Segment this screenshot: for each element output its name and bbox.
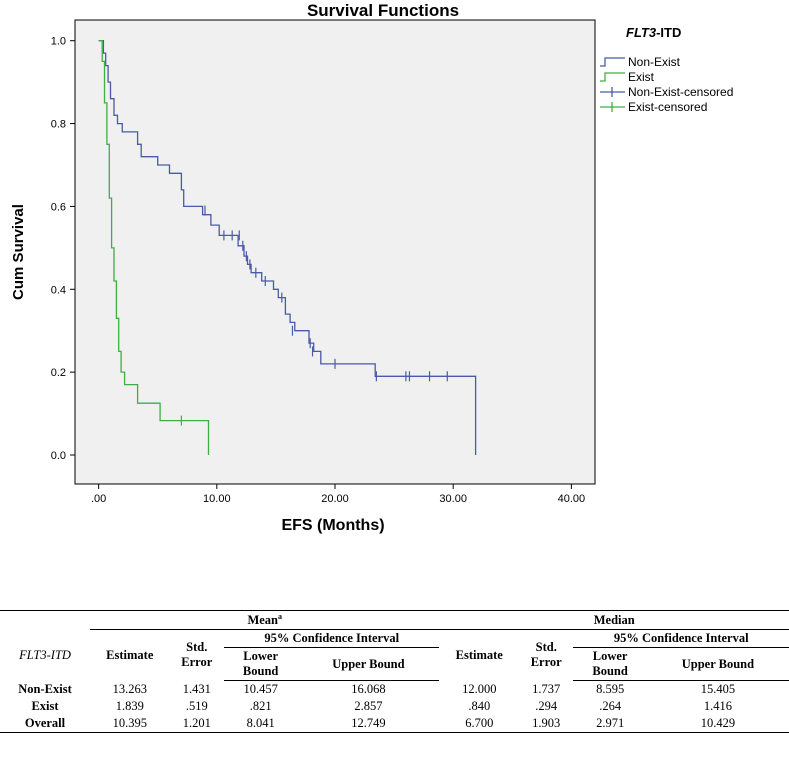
survival-chart: Survival Functions .00 10.00 20.00 30.00 40.… <box>10 1 733 534</box>
legend-label-non-exist-censored: Non-Exist-censored <box>628 85 733 99</box>
y-axis-label: Cum Survival <box>10 204 27 300</box>
table-cell: 1.903 <box>519 715 574 734</box>
table-cell: 1.737 <box>532 681 561 696</box>
legend: Non-ExistExistNon-Exist-censoredExist-ce… <box>600 55 733 114</box>
table-row: Non-Exist 13.263 1.431 10.457 16.068 12.000 1.… <box>0 681 789 699</box>
row-label: Exist <box>31 699 59 714</box>
table-cell: .519 <box>185 699 208 714</box>
plot-area <box>74 19 596 485</box>
median-estimate-header: Estimate <box>455 647 503 662</box>
corner-cell <box>0 609 90 630</box>
table-cell: 2.857 <box>354 699 383 714</box>
y-tick-label: 0.0 <box>51 450 66 462</box>
table-cell: 1.839 <box>115 699 144 714</box>
legend-title-rest: -ITD <box>656 25 681 40</box>
table-cell: 1.431 <box>182 681 211 696</box>
x-tick-label: .00 <box>91 493 106 505</box>
legend-label-exist-censored: Exist-censored <box>628 100 707 114</box>
group-label: FLT3-ITD <box>19 647 71 662</box>
table-cell: 2.971 <box>573 715 647 734</box>
series-line-non-exist <box>98 40 477 455</box>
mean-estimate-header: Estimate <box>106 647 154 662</box>
median-ci-header: 95% Confidence Interval <box>573 629 789 649</box>
x-axis-label: EFS (Months) <box>281 517 384 534</box>
median-lower-header: Lower Bound <box>573 647 647 682</box>
table-row: Overall 10.395 1.201 8.041 12.749 6.700 1.903 2… <box>0 715 789 734</box>
y-tick-label: 1.0 <box>51 36 66 48</box>
table-cell: .840 <box>468 699 491 714</box>
table-cell: 8.041 <box>223 715 298 734</box>
x-axis: .00 10.00 20.00 30.00 40.00 <box>91 484 585 505</box>
legend-title: FLT3-ITD <box>626 25 681 40</box>
table-cell: 15.405 <box>700 682 736 697</box>
table-cell: 1.201 <box>169 715 224 734</box>
chart-title: Survival Functions <box>307 1 459 20</box>
y-tick-label: 0.6 <box>51 201 66 213</box>
table-cell: .294 <box>535 699 558 714</box>
table-cell: 12.749 <box>297 715 440 734</box>
median-header: Median <box>439 609 789 631</box>
table-cell: 12.000 <box>462 681 497 696</box>
mean-ci-header: 95% Confidence Interval <box>223 629 440 649</box>
y-tick-label: 0.4 <box>51 284 66 296</box>
table-cell: 10.395 <box>90 715 170 734</box>
survival-statistics-table: Meana Median FLT3-ITD Estimate Std. Error… <box>0 609 789 734</box>
y-tick-label: 0.8 <box>51 119 66 131</box>
row-label: Overall <box>0 715 90 734</box>
table-cell: 16.068 <box>351 682 386 697</box>
table-row: Exist 1.839 .519 .821 2.857 .840 .294 .264 1.416 <box>0 698 789 715</box>
row-label: Non-Exist <box>18 681 72 696</box>
median-std-error-header: Std. Error <box>530 640 562 670</box>
mean-std-error-header: Std. Error <box>181 640 213 670</box>
legend-label-non-exist: Non-Exist <box>628 55 681 69</box>
x-tick-label: 30.00 <box>439 493 467 505</box>
table-cell: .264 <box>599 699 622 714</box>
table-cell: 10.457 <box>243 682 278 697</box>
median-upper-header: Upper Bound <box>646 647 789 682</box>
table-cell: 10.429 <box>646 715 789 734</box>
legend-label-exist: Exist <box>628 70 655 84</box>
y-axis: 0.0 0.2 0.4 0.6 0.8 1.0 <box>51 36 75 462</box>
mean-lower-header: Lower Bound <box>223 647 298 682</box>
legend-swatch-non-exist <box>600 57 625 67</box>
table-cell: .821 <box>249 699 272 714</box>
series-line-exist <box>98 40 210 455</box>
table-cell: 6.700 <box>439 715 520 734</box>
x-tick-label: 20.00 <box>321 493 349 505</box>
table-cell: 8.595 <box>596 682 625 697</box>
mean-header: Meana <box>90 609 440 631</box>
x-tick-label: 10.00 <box>203 493 231 505</box>
table-body: Non-Exist 13.263 1.431 10.457 16.068 12.000 1.… <box>0 681 789 734</box>
y-tick-label: 0.2 <box>51 367 66 379</box>
table-cell: 1.416 <box>703 699 732 714</box>
legend-swatch-exist <box>600 72 625 82</box>
mean-upper-header: Upper Bound <box>297 647 440 682</box>
table-cell: 13.263 <box>112 681 147 696</box>
series-layer <box>98 40 477 455</box>
x-tick-label: 40.00 <box>558 493 586 505</box>
legend-title-italic: FLT3 <box>626 25 657 40</box>
